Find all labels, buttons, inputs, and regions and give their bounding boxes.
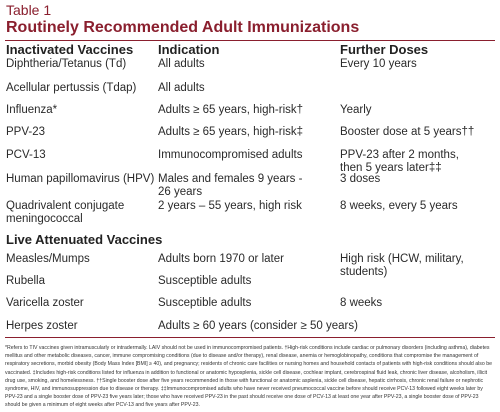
cell-indication: Susceptible adults xyxy=(158,297,252,309)
cell-doses: 3 doses xyxy=(340,173,381,185)
cell-vaccine: Varicella zoster xyxy=(6,297,84,309)
cell-doses: 8 weeks xyxy=(340,297,383,309)
cell-doses: Every 10 years xyxy=(340,58,417,70)
footnote: *Refers to TIV vaccines given intramuscu… xyxy=(5,345,492,409)
table-label: Table 1 xyxy=(6,2,52,18)
table-title: Routinely Recommended Adult Immunization… xyxy=(6,19,360,36)
cell-vaccine: Human papillomavirus (HPV) xyxy=(6,173,155,185)
cell-vaccine: Acellular pertussis (Tdap) xyxy=(6,82,137,94)
cell-indication: Males and females 9 years -26 years xyxy=(158,173,303,198)
cell-vaccine: PPV-23 xyxy=(6,126,45,138)
cell-doses: High risk (HCW, military, students) xyxy=(340,253,464,278)
header-further-doses: Further Doses xyxy=(340,42,429,57)
cell-doses: 8 weeks, every 5 years xyxy=(340,200,458,212)
cell-indication: Adults born 1970 or later xyxy=(158,253,284,265)
header-vaccine: Inactivated Vaccines xyxy=(6,42,134,57)
cell-doses: Booster dose at 5 years†† xyxy=(340,126,475,138)
cell-vaccine: Measles/Mumps xyxy=(6,253,90,265)
top-rule xyxy=(5,40,495,41)
cell-indication: Susceptible adults xyxy=(158,275,252,287)
cell-indication: 2 years – 55 years, high risk xyxy=(158,200,302,212)
live-section-label: Live Attenuated Vaccines xyxy=(6,232,163,247)
cell-vaccine: Influenza* xyxy=(6,104,58,116)
cell-indication: Adults ≥ 60 years (consider ≥ 50 years) xyxy=(158,320,358,332)
cell-doses: PPV-23 after 2 months, then 5 years later… xyxy=(340,149,459,174)
cell-indication: Adults ≥ 65 years, high-risk† xyxy=(158,104,304,116)
cell-indication: All adults xyxy=(158,82,205,94)
cell-vaccine: PCV-13 xyxy=(6,149,46,161)
header-indication: Indication xyxy=(158,42,220,57)
cell-indication: Adults ≥ 65 years, high-risk‡ xyxy=(158,126,304,138)
cell-vaccine: Diphtheria/Tetanus (Td) xyxy=(6,58,127,70)
bottom-rule xyxy=(5,337,495,338)
cell-indication: Immunocompromised adults xyxy=(158,149,303,161)
cell-vaccine: Herpes zoster xyxy=(6,320,78,332)
cell-doses: Yearly xyxy=(340,104,372,116)
cell-vaccine: Rubella xyxy=(6,275,45,287)
cell-vaccine: Quadrivalent conjugate meningococcal xyxy=(6,200,125,225)
cell-indication: All adults xyxy=(158,58,205,70)
